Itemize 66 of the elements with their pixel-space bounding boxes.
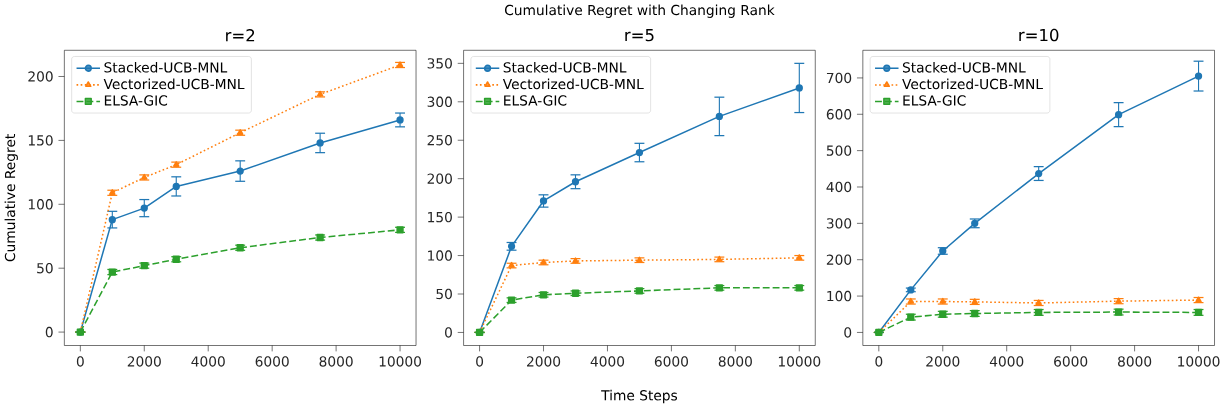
point xyxy=(172,182,180,191)
x-tick-label: 6000 xyxy=(1054,356,1088,367)
x-tick-label: 8000 xyxy=(718,356,752,367)
y-tick-label: 600 xyxy=(826,109,852,120)
y-tick-label: 200 xyxy=(28,71,53,82)
x-tick-label: 10000 xyxy=(778,356,821,367)
y-axis-title: Cumulative Regret xyxy=(4,134,18,262)
y-tick-label: 250 xyxy=(427,135,452,146)
x-tick-label: 4000 xyxy=(191,356,225,367)
chart-title: r=2 xyxy=(226,29,255,42)
y-tick-label: 300 xyxy=(826,218,852,229)
point xyxy=(1114,111,1123,119)
point xyxy=(316,139,324,147)
x-tick-label: 10000 xyxy=(379,356,422,367)
y-tick-label: 300 xyxy=(427,96,452,108)
x-tick-label: 6000 xyxy=(654,356,689,367)
point xyxy=(140,204,148,212)
x-tick-label: 10000 xyxy=(1178,356,1220,367)
y-tick-label: 0 xyxy=(445,327,452,338)
x-tick-label: 2000 xyxy=(926,356,960,367)
x-tick-label: 2000 xyxy=(527,356,561,367)
point xyxy=(571,178,580,186)
x-tick-label: 2000 xyxy=(127,356,161,367)
legend-label: ELSA-GIC xyxy=(504,95,567,106)
y-tick-label: 100 xyxy=(28,199,53,210)
legend-label: Vectorized-UCB-MNL xyxy=(502,78,644,90)
y-tick-label: 700 xyxy=(826,72,852,84)
text: Cumulative Regret with Changing Rank xyxy=(504,4,775,18)
point xyxy=(236,167,244,175)
legend-label: Stacked-UCB-MNL xyxy=(104,62,228,73)
x-tick-label: 6000 xyxy=(255,356,289,367)
point xyxy=(635,148,644,157)
x-tick-label: 4000 xyxy=(590,356,625,367)
y-tick-label: 50 xyxy=(436,288,452,300)
y-tick-label: 200 xyxy=(427,173,452,184)
y-tick-label: 500 xyxy=(826,145,852,156)
y-tick-label: 150 xyxy=(428,211,452,223)
x-tick-label: 0 xyxy=(875,356,883,367)
y-tick-label: 0 xyxy=(844,327,852,338)
legend-label: Stacked-UCB-MNL xyxy=(902,62,1026,73)
y-tick-label: 0 xyxy=(45,326,53,338)
point xyxy=(795,84,803,92)
x-tick-label: 4000 xyxy=(989,356,1024,367)
point xyxy=(715,112,724,121)
legend-label: Vectorized-UCB-MNL xyxy=(103,78,245,90)
legend-label: Vectorized-UCB-MNL xyxy=(902,78,1043,90)
y-tick-label: 100 xyxy=(428,250,452,261)
y-tick-label: 150 xyxy=(28,135,53,146)
legend-label: ELSA-GIC xyxy=(104,95,168,106)
y-tick-label: 200 xyxy=(826,254,852,265)
y-tick-label: 400 xyxy=(826,181,852,193)
y-tick-label: 350 xyxy=(427,58,452,69)
x-tick-label: 8000 xyxy=(1118,356,1152,367)
x-tick-label: 8000 xyxy=(319,356,353,367)
y-tick-label: 100 xyxy=(827,290,852,302)
point xyxy=(396,116,404,124)
chart-title: r=5 xyxy=(625,29,654,42)
point xyxy=(108,216,116,224)
x-tick-label: 0 xyxy=(476,356,484,367)
point xyxy=(1194,72,1203,80)
legend-label: ELSA-GIC xyxy=(903,95,966,106)
x-axis-title: Time Steps xyxy=(601,389,678,404)
chart-title: r=10 xyxy=(1019,28,1059,42)
y-tick-label: 50 xyxy=(37,263,53,274)
x-tick-label: 0 xyxy=(76,356,84,367)
legend-label: Stacked-UCB-MNL xyxy=(503,62,627,73)
